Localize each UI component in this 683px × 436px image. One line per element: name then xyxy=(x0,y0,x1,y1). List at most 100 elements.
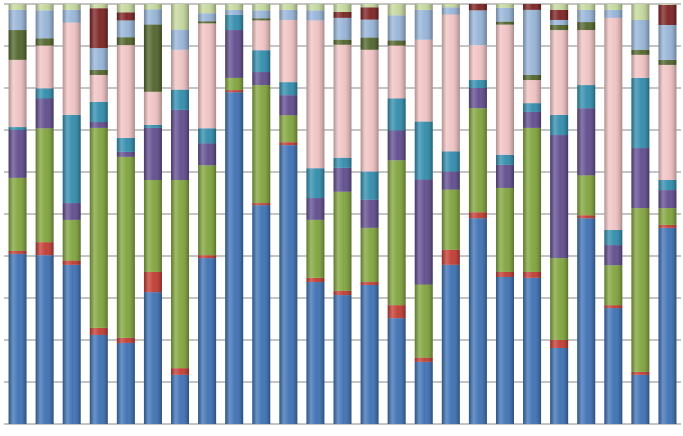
bar-segment xyxy=(62,219,81,261)
bar-segment xyxy=(523,4,542,10)
bar-segment xyxy=(252,203,271,206)
bar-segment xyxy=(468,212,487,219)
bar-segment xyxy=(333,157,352,168)
bar-segment xyxy=(523,103,542,112)
bar-segment xyxy=(198,4,217,14)
bar-segment xyxy=(468,88,487,109)
bar-segment xyxy=(35,255,54,424)
bar-segment xyxy=(360,4,379,8)
bar-segment xyxy=(306,282,325,424)
bar-segment xyxy=(414,9,433,40)
bar-segment xyxy=(495,154,514,165)
bar-segment xyxy=(8,4,27,10)
bar-segment xyxy=(171,49,190,90)
bar-segment xyxy=(252,18,271,21)
bar-segment xyxy=(495,271,514,277)
bar-segment xyxy=(523,80,542,104)
bar-segment xyxy=(658,59,677,65)
bar-segment xyxy=(62,260,81,265)
bar-segment xyxy=(468,108,487,213)
bar-segment xyxy=(387,15,406,41)
bar-segment xyxy=(171,89,190,110)
bar-segment xyxy=(143,9,162,25)
bar-segment xyxy=(468,45,487,81)
bar-segment xyxy=(387,98,406,131)
bar-segment xyxy=(333,290,352,296)
bar-segment xyxy=(387,4,406,16)
bar-segment xyxy=(333,191,352,291)
bar-segment xyxy=(62,4,81,10)
bar-segment xyxy=(171,374,190,424)
bar-segment xyxy=(658,190,677,209)
bar-segment xyxy=(441,249,460,265)
bar-segment xyxy=(116,4,135,13)
bar-segment xyxy=(143,179,162,272)
bar-segment xyxy=(631,148,650,209)
bar-segment xyxy=(577,22,596,31)
bar-segment xyxy=(62,22,81,115)
bar-segment xyxy=(171,4,190,30)
bar-segment xyxy=(8,177,27,251)
bar-segment xyxy=(414,284,433,358)
bar-segment xyxy=(62,264,81,424)
bar-segment xyxy=(468,10,487,46)
bar-segment xyxy=(604,229,623,246)
bar-segment xyxy=(414,357,433,362)
bar-segment xyxy=(495,164,514,188)
bar-segment xyxy=(631,371,650,375)
bar-segment xyxy=(35,128,54,243)
bar-segment xyxy=(8,130,27,178)
bar-segment xyxy=(116,337,135,343)
bar-segment xyxy=(468,218,487,424)
bar-segment xyxy=(550,135,569,259)
bar-segment xyxy=(198,258,217,424)
bar-segment xyxy=(387,305,406,319)
bar-segment xyxy=(360,227,379,283)
bar-segment xyxy=(387,160,406,306)
bar-segment xyxy=(306,4,325,11)
bar-segment xyxy=(387,40,406,46)
bar-segment xyxy=(171,109,190,180)
bar-segment xyxy=(143,4,162,10)
bar-segment xyxy=(89,127,108,328)
bar-segment xyxy=(604,17,623,230)
bar-segment xyxy=(658,227,677,424)
bar-segment xyxy=(550,9,569,20)
bar-segment xyxy=(577,85,596,109)
bar-segment xyxy=(550,114,569,136)
bar-segment xyxy=(279,19,298,83)
bar-segment xyxy=(658,224,677,228)
bar-segment xyxy=(279,4,298,10)
bar-segment xyxy=(225,9,244,15)
bar-segment xyxy=(89,122,108,128)
bar-segment xyxy=(441,7,460,15)
bar-segment xyxy=(143,91,162,125)
bar-segment xyxy=(35,45,54,89)
bar-segment xyxy=(550,19,569,25)
bar-segment xyxy=(550,340,569,348)
bar-segment xyxy=(523,74,542,81)
bar-segment xyxy=(523,9,542,75)
bar-segment xyxy=(306,277,325,283)
bar-segment xyxy=(333,4,352,12)
bar-segment xyxy=(631,4,650,20)
bar-segment xyxy=(360,284,379,424)
bar-segment xyxy=(306,168,325,199)
bar-segment xyxy=(550,25,569,31)
bar-segment xyxy=(631,19,650,50)
bar-segment xyxy=(577,4,596,10)
bar-segment xyxy=(89,334,108,424)
bar-segment xyxy=(360,282,379,285)
bar-segment xyxy=(35,242,54,256)
bar-segment xyxy=(631,374,650,424)
bar-segment xyxy=(495,187,514,272)
bar-segment xyxy=(360,19,379,38)
bar-segment xyxy=(225,92,244,424)
bar-segment xyxy=(116,20,135,38)
bar-segment xyxy=(143,124,162,128)
bar-segment xyxy=(468,4,487,11)
bar-segment xyxy=(360,171,379,200)
bar-segment xyxy=(279,82,298,96)
